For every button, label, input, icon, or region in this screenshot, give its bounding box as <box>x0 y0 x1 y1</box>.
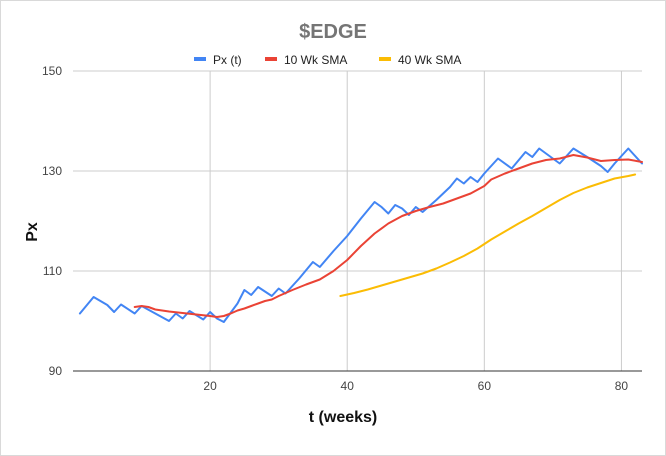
legend-label-2: 40 Wk SMA <box>398 53 461 67</box>
y-tick-label-90: 90 <box>49 364 63 378</box>
y-axis-title: Px <box>24 222 41 242</box>
series-line-px-t <box>78 147 643 323</box>
legend-label-0: Px (t) <box>213 53 242 67</box>
gridlines <box>73 70 642 372</box>
y-tick-label-110: 110 <box>43 264 62 278</box>
series-line-40-wk-sma <box>339 173 637 297</box>
legend-swatch-0 <box>194 57 206 61</box>
chart-title: $EDGE <box>299 21 367 43</box>
x-tick-label-40: 40 <box>341 379 355 393</box>
x-tick-label-80: 80 <box>615 379 629 393</box>
x-axis-title: t (weeks) <box>309 409 377 426</box>
tick-labels: 90 110 130 150 20 40 60 80 <box>42 64 628 393</box>
series-line-10-wk-sma <box>133 154 643 318</box>
legend-swatch-2 <box>379 57 391 61</box>
series-lines <box>78 147 643 323</box>
y-tick-label-150: 150 <box>42 64 62 78</box>
x-tick-label-60: 60 <box>478 379 492 393</box>
legend-label-1: 10 Wk SMA <box>284 53 347 67</box>
legend-swatch-1 <box>265 57 277 61</box>
y-tick-label-130: 130 <box>42 164 62 178</box>
x-tick-label-20: 20 <box>203 379 217 393</box>
legend: Px (t) 10 Wk SMA 40 Wk SMA <box>194 53 461 67</box>
